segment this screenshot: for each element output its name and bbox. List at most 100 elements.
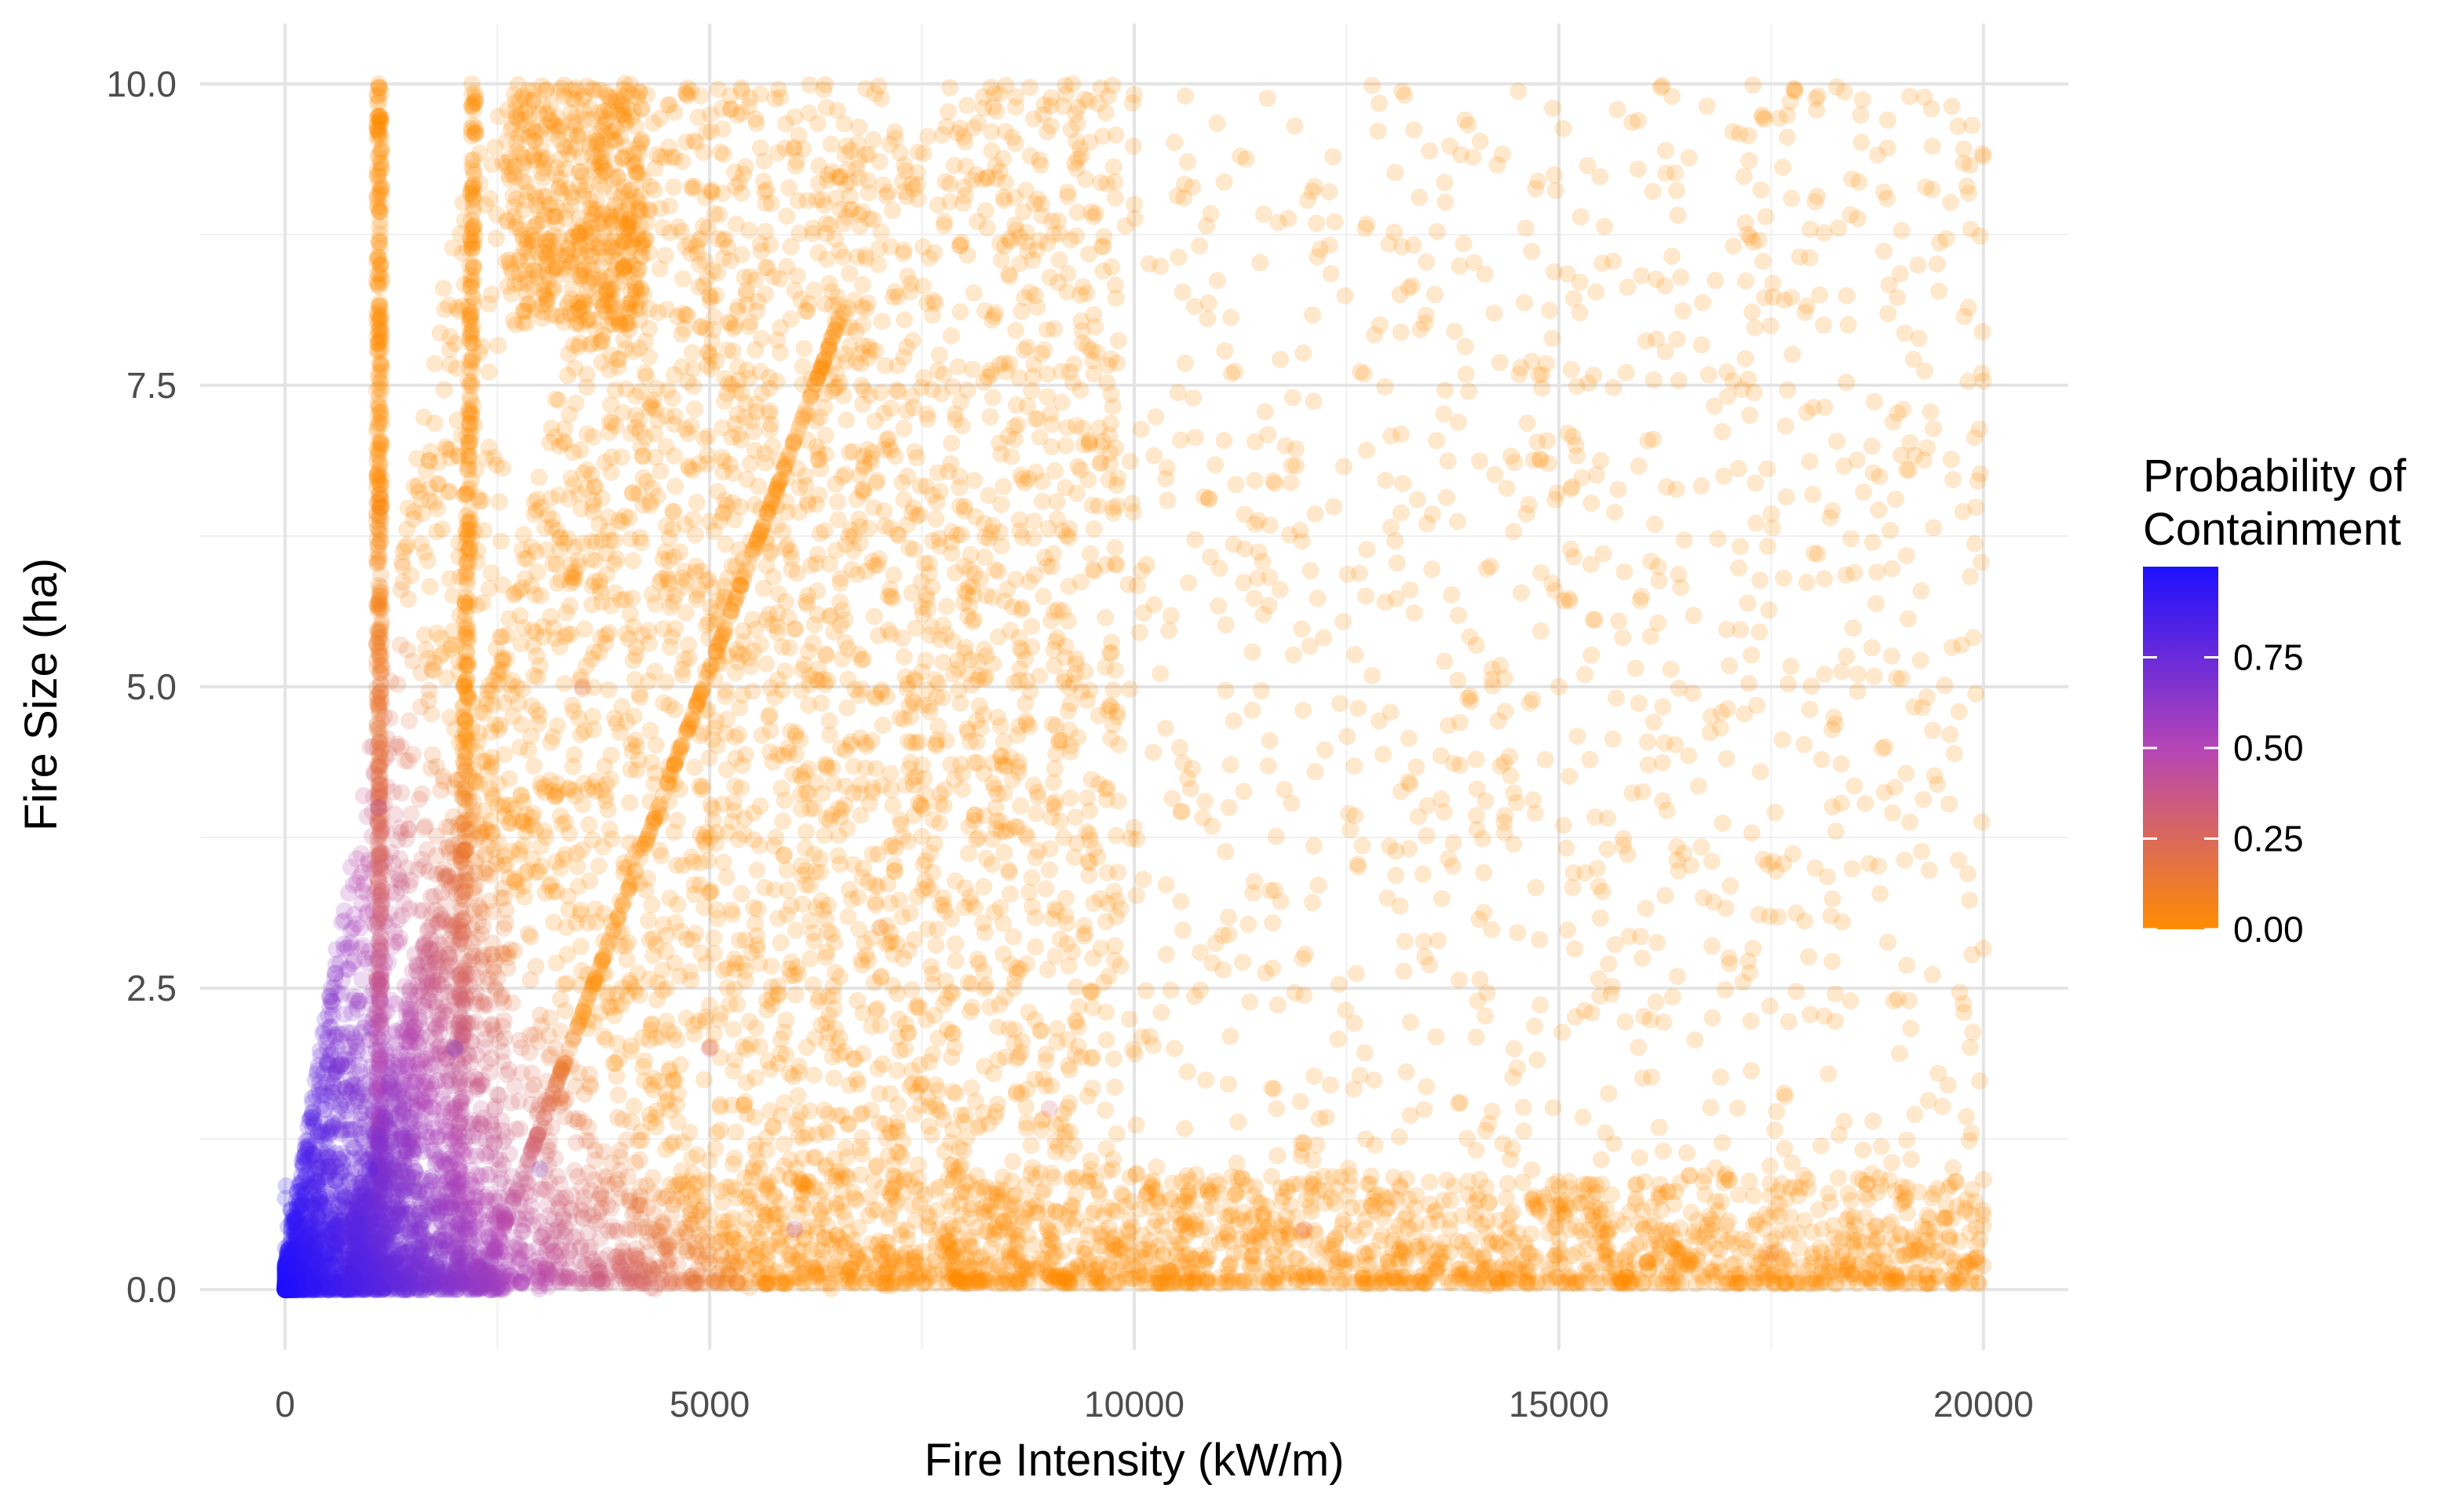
data-point xyxy=(896,648,913,666)
data-point xyxy=(1108,1125,1126,1143)
data-point xyxy=(841,265,858,283)
data-point xyxy=(394,574,411,591)
data-point xyxy=(392,819,409,837)
data-point xyxy=(461,352,478,369)
data-point xyxy=(748,862,765,879)
data-point xyxy=(872,224,889,241)
data-point xyxy=(480,580,498,597)
data-point xyxy=(487,230,505,247)
data-point xyxy=(373,186,390,203)
data-point xyxy=(919,128,936,145)
data-point xyxy=(423,706,440,723)
data-point xyxy=(491,493,508,510)
data-point xyxy=(328,941,345,958)
data-point xyxy=(608,1067,626,1085)
data-point xyxy=(370,248,387,265)
data-point xyxy=(421,682,438,699)
data-point xyxy=(854,276,871,294)
data-point xyxy=(415,819,433,837)
data-point xyxy=(462,184,480,201)
data-point xyxy=(1059,188,1076,206)
data-point xyxy=(1023,1137,1040,1155)
data-point xyxy=(882,895,899,912)
data-point xyxy=(670,739,688,757)
data-point xyxy=(829,493,846,510)
data-point xyxy=(772,344,789,361)
data-point xyxy=(1024,869,1041,886)
data-point xyxy=(1000,861,1017,878)
data-point xyxy=(1053,394,1071,411)
data-point xyxy=(419,552,436,569)
data-point xyxy=(418,641,435,658)
data-point xyxy=(371,999,389,1016)
data-point xyxy=(418,462,435,480)
data-point xyxy=(456,612,473,629)
data-point xyxy=(403,805,420,823)
data-point xyxy=(371,399,388,417)
data-point xyxy=(393,879,411,896)
data-point xyxy=(454,697,472,714)
data-point xyxy=(752,797,769,815)
data-point xyxy=(393,784,411,801)
data-point xyxy=(371,203,389,221)
data-point xyxy=(752,636,769,653)
data-point xyxy=(463,374,480,391)
data-point xyxy=(885,567,903,584)
data-point xyxy=(874,717,892,734)
data-point xyxy=(943,435,960,452)
data-point xyxy=(307,1087,324,1104)
data-point xyxy=(754,385,771,403)
data-point xyxy=(369,95,386,112)
data-point xyxy=(371,684,389,701)
data-point xyxy=(373,155,390,172)
data-point xyxy=(370,841,387,858)
data-point xyxy=(1105,159,1122,176)
data-point xyxy=(867,1002,885,1020)
data-point xyxy=(370,759,387,776)
data-point xyxy=(373,882,390,899)
data-point xyxy=(666,478,684,495)
data-point xyxy=(896,312,913,329)
data-point xyxy=(301,1112,318,1129)
data-point xyxy=(595,932,612,950)
data-point xyxy=(455,678,473,695)
data-point xyxy=(462,323,480,341)
data-point xyxy=(483,286,500,303)
data-point xyxy=(850,119,867,136)
data-point xyxy=(465,151,483,168)
data-point xyxy=(396,896,413,913)
data-point xyxy=(502,1094,520,1111)
data-point xyxy=(438,669,455,687)
data-point xyxy=(429,625,446,642)
data-point xyxy=(1004,1153,1021,1170)
data-point xyxy=(765,837,783,855)
data-point xyxy=(490,337,507,354)
data-point xyxy=(349,1066,366,1083)
data-point xyxy=(486,449,503,466)
data-point xyxy=(426,355,444,372)
data-point xyxy=(370,275,387,293)
data-point xyxy=(1105,505,1122,522)
data-point xyxy=(492,533,509,550)
data-point xyxy=(1075,917,1093,935)
data-point xyxy=(369,982,386,999)
data-point xyxy=(389,911,407,928)
data-point xyxy=(372,620,389,637)
data-point xyxy=(372,744,389,761)
data-point xyxy=(597,949,614,966)
data-point xyxy=(371,303,389,320)
data-point xyxy=(461,414,478,432)
data-point xyxy=(390,934,407,951)
data-point xyxy=(422,578,439,595)
data-point xyxy=(798,823,815,841)
data-point xyxy=(458,563,476,580)
data-point xyxy=(516,888,533,906)
data-point xyxy=(437,1122,454,1139)
data-point xyxy=(301,1136,318,1153)
data-point xyxy=(461,502,478,520)
data-point xyxy=(686,400,703,418)
data-point xyxy=(989,709,1006,726)
data-point xyxy=(830,511,847,528)
data-point xyxy=(1084,497,1101,514)
